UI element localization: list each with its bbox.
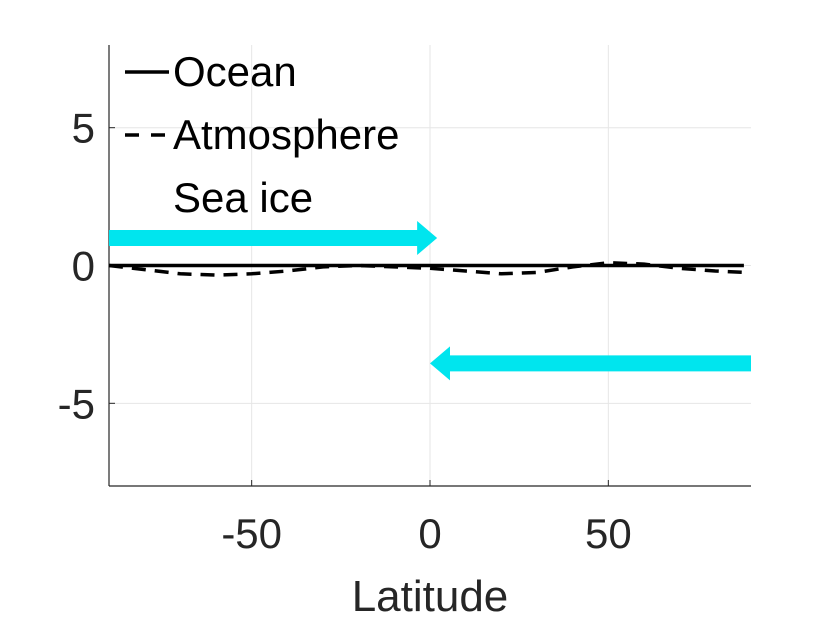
legend-label-atmosphere: Atmosphere — [173, 111, 399, 158]
x-tick-label: -50 — [221, 510, 282, 557]
x-axis-label: Latitude — [352, 572, 509, 621]
legend-label-ocean: Ocean — [173, 48, 297, 95]
annotations — [109, 220, 751, 381]
tick-labels: -50 0 50-505 — [58, 105, 632, 557]
x-tick-label: 50 — [585, 510, 632, 557]
y-tick-label: -5 — [58, 380, 95, 427]
series-line-atmosphere — [108, 260, 744, 277]
series — [108, 260, 744, 277]
annotation-arrow-1 — [109, 220, 438, 255]
annotation-arrow-2 — [430, 346, 751, 381]
legend: Ocean Atmosphere Sea ice — [125, 48, 399, 221]
y-tick-label: 5 — [72, 105, 95, 152]
legend-label-sea-ice: Sea ice — [173, 174, 313, 221]
y-tick-label: 0 — [72, 243, 95, 290]
x-tick-label: 0 — [418, 510, 441, 557]
